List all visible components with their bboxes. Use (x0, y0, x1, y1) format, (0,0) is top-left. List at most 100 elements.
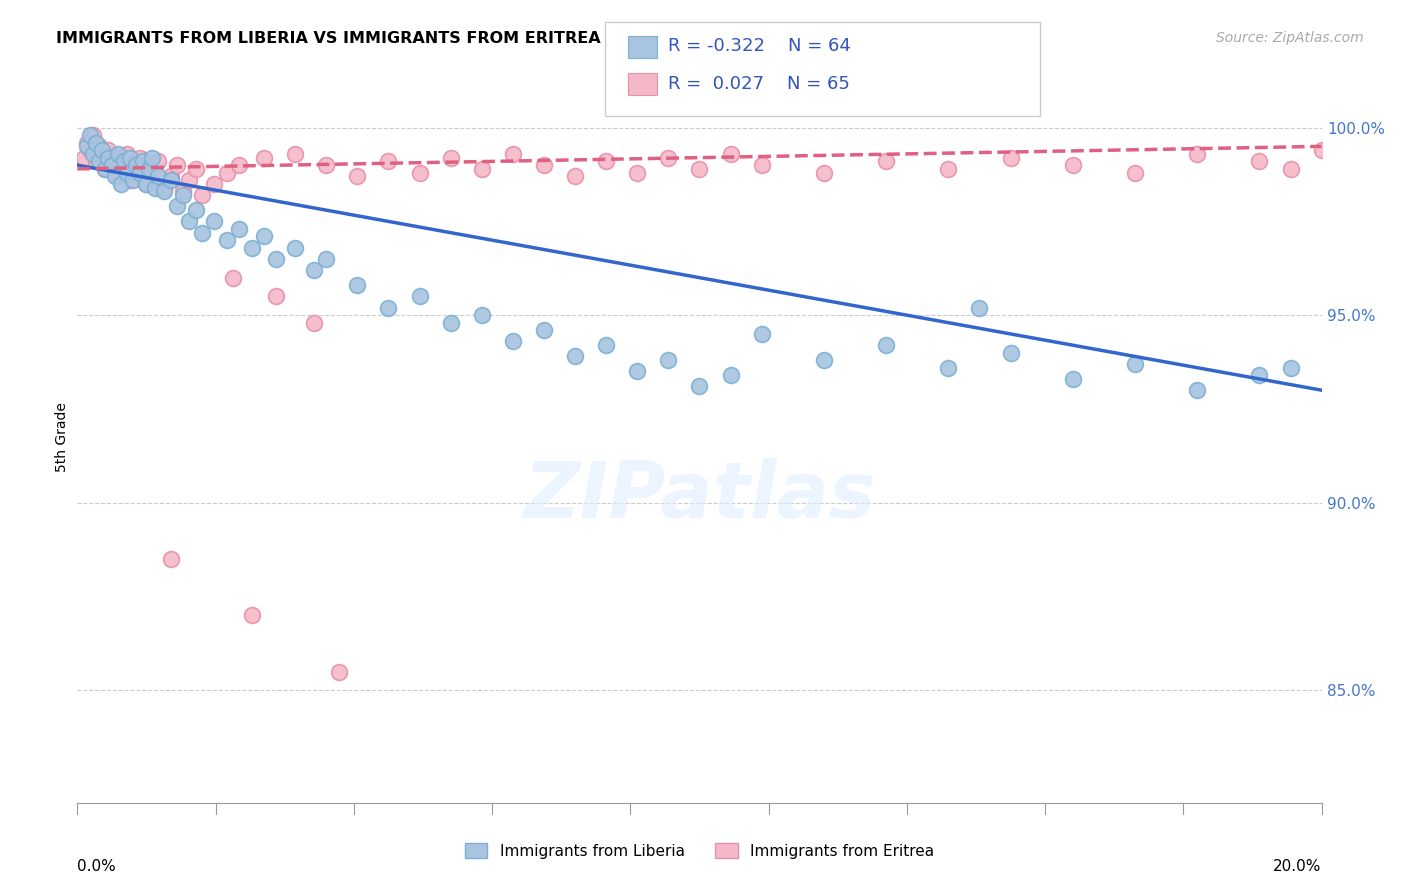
Point (222, 270, 245, 285)
Point (72, 151, 94, 165)
Y-axis label: 5th Grade: 5th Grade (55, 402, 69, 472)
Point (1123, 357, 1146, 371)
Point (191, 188, 214, 202)
Point (502, 147, 524, 161)
Point (148, 169, 170, 184)
Point (720, 147, 742, 161)
Point (346, 278, 368, 293)
Legend: Immigrants from Liberia, Immigrants from Eritrea: Immigrants from Liberia, Immigrants from… (458, 837, 941, 864)
Text: 0.0%: 0.0% (77, 859, 117, 874)
Point (266, 289, 288, 303)
Point (141, 166, 163, 180)
Point (315, 158, 337, 172)
Point (84, 136, 107, 150)
Point (166, 199, 188, 213)
Point (751, 158, 773, 172)
Point (689, 379, 711, 393)
Point (471, 161, 494, 176)
Point (408, 166, 430, 180)
Point (104, 151, 127, 165)
Point (875, 154, 897, 169)
Point (115, 147, 138, 161)
Point (751, 326, 773, 341)
Point (191, 226, 214, 240)
Point (91, 147, 114, 161)
Point (122, 158, 145, 172)
Point (125, 158, 148, 172)
Point (240, 241, 263, 255)
Point (179, 173, 201, 187)
Point (128, 151, 150, 165)
Point (79, 143, 101, 157)
Point (122, 173, 145, 187)
Text: ZIPatlas: ZIPatlas (523, 458, 876, 533)
Point (131, 154, 153, 169)
Point (253, 229, 276, 244)
Point (159, 552, 181, 566)
Point (120, 151, 142, 165)
Point (215, 166, 238, 180)
Point (1062, 372, 1084, 386)
Point (875, 338, 897, 352)
Point (94, 161, 117, 176)
Point (1187, 383, 1209, 397)
Point (172, 185, 194, 199)
Point (595, 338, 617, 352)
Point (626, 364, 648, 378)
Point (1000, 345, 1022, 359)
Point (87, 139, 110, 153)
Point (720, 368, 742, 383)
Point (938, 161, 960, 176)
Point (302, 316, 325, 330)
Point (107, 147, 129, 161)
Point (107, 169, 129, 184)
Point (228, 222, 250, 236)
Point (84, 154, 107, 169)
Point (471, 308, 494, 322)
Point (328, 665, 350, 679)
Point (100, 158, 122, 172)
Point (1249, 368, 1271, 383)
Point (172, 188, 194, 202)
Point (110, 177, 132, 191)
Point (135, 177, 157, 191)
Point (100, 158, 122, 172)
Point (141, 151, 163, 165)
Point (125, 161, 148, 176)
Point (1123, 166, 1146, 180)
Point (110, 154, 132, 169)
Point (128, 166, 150, 180)
Point (564, 169, 586, 184)
Point (1000, 151, 1022, 165)
Point (159, 169, 181, 184)
Point (112, 154, 135, 169)
Point (240, 608, 263, 623)
Point (97, 151, 120, 165)
Point (179, 214, 201, 228)
Point (533, 158, 555, 172)
Text: Source: ZipAtlas.com: Source: ZipAtlas.com (1216, 31, 1364, 45)
Point (202, 214, 225, 228)
Point (657, 151, 679, 165)
Point (115, 166, 138, 180)
Point (253, 151, 276, 165)
Point (266, 252, 288, 266)
Point (82, 128, 104, 142)
Point (315, 252, 337, 266)
Point (377, 301, 399, 315)
Point (148, 154, 170, 169)
Point (1310, 143, 1333, 157)
Point (440, 151, 463, 165)
Point (595, 154, 617, 169)
Text: R = -0.322    N = 64: R = -0.322 N = 64 (668, 37, 851, 55)
Point (79, 128, 101, 142)
Point (408, 289, 430, 303)
Point (202, 177, 225, 191)
Point (143, 180, 166, 194)
Point (302, 263, 325, 277)
Point (813, 166, 835, 180)
Point (346, 169, 368, 184)
Point (813, 353, 835, 368)
Point (166, 158, 188, 172)
Point (184, 203, 207, 218)
